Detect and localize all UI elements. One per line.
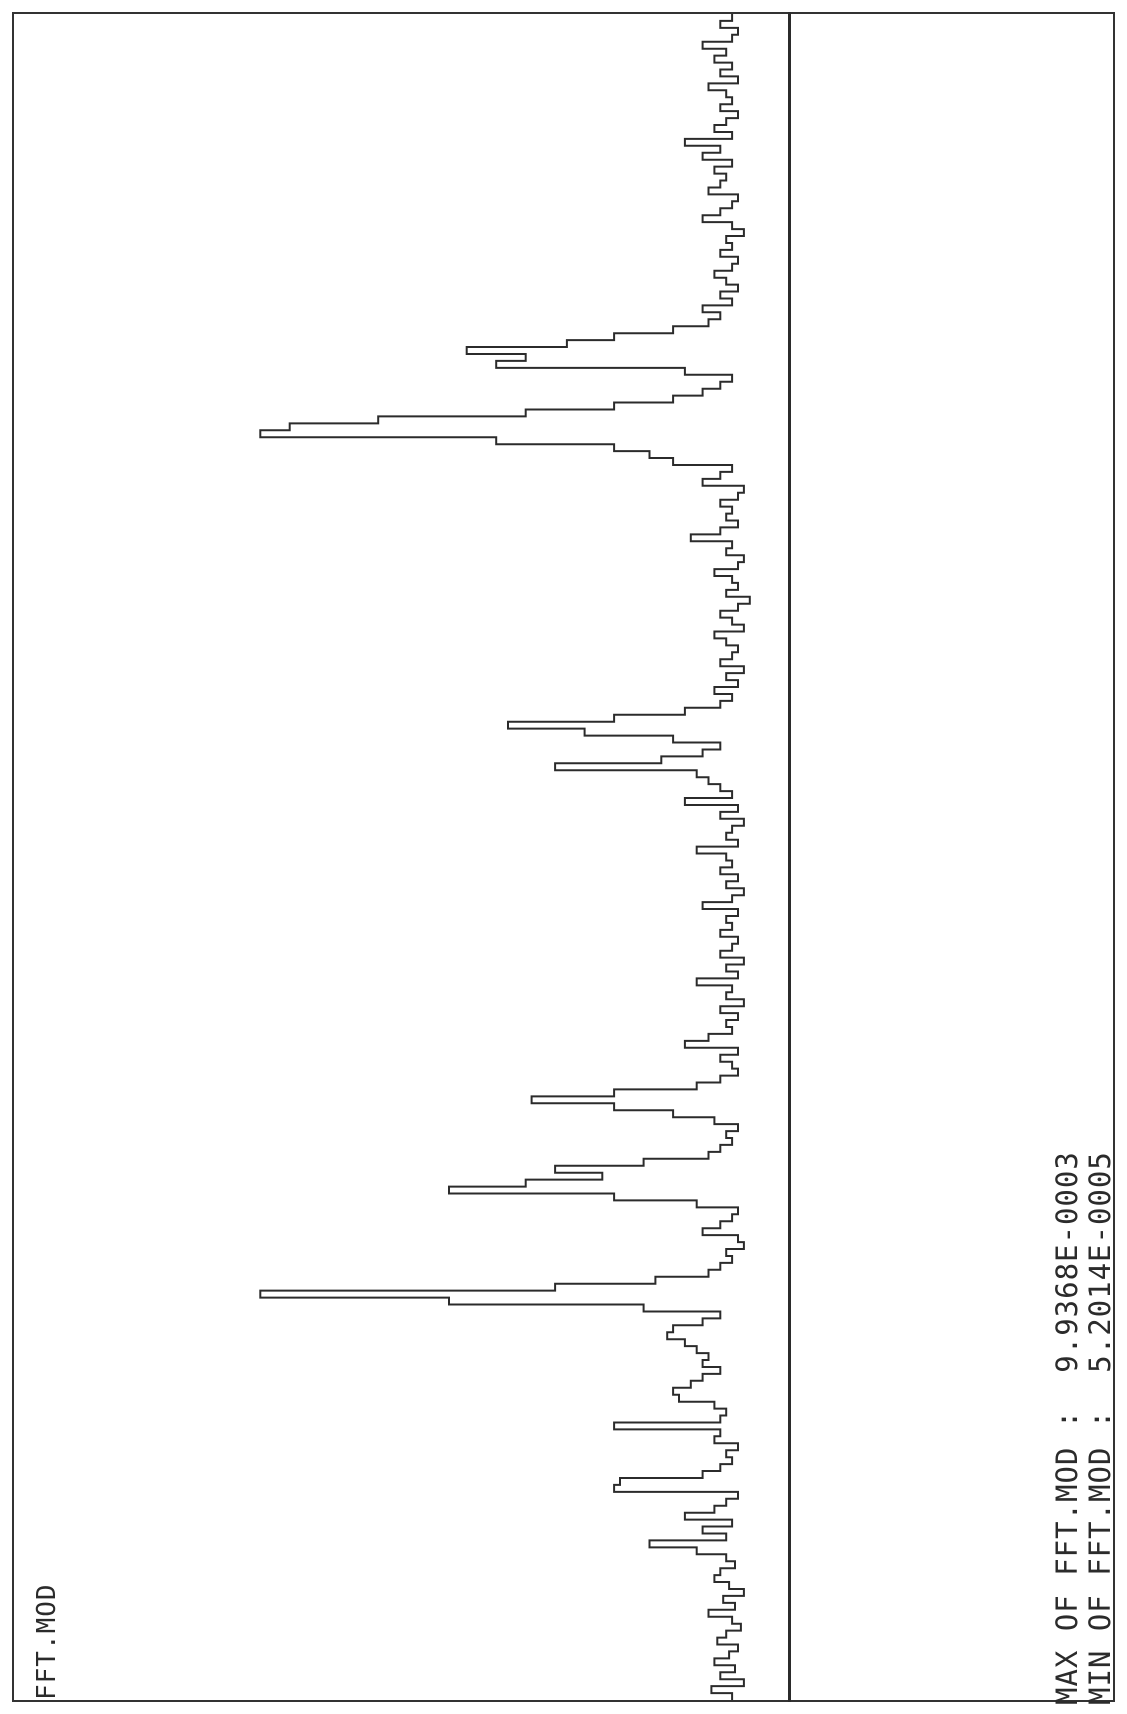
plot-frame (12, 12, 1115, 1702)
spectrum-trace-group (259, 14, 751, 1700)
max-value-readout: MAX OF FFT.MOD : 9.9368E-0003 (1050, 1151, 1084, 1705)
spectrum-series-line (259, 14, 751, 1700)
min-value-readout: MIN OF FFT.MOD : 5.2014E-0005 (1083, 1151, 1117, 1705)
chart-title: FFT.MOD (32, 1583, 62, 1700)
plot-stats-divider (788, 12, 791, 1702)
